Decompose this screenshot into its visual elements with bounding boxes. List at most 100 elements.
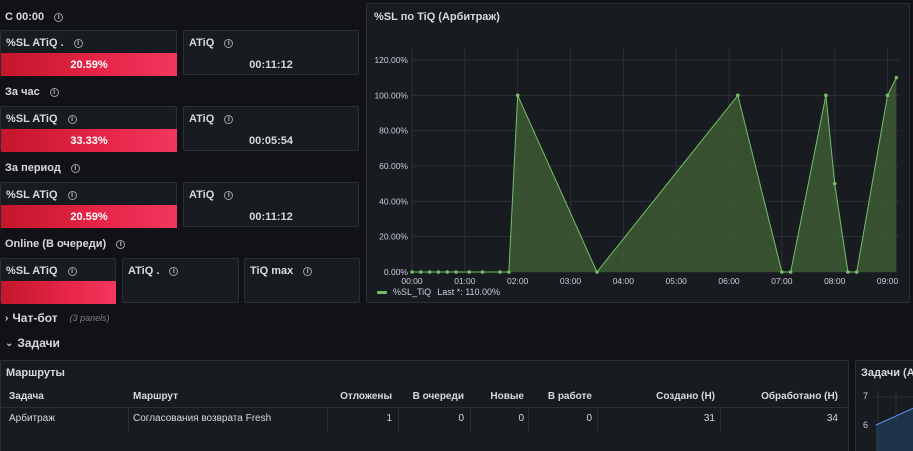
y-tick-label: 20.00% [379,232,408,242]
info-icon[interactable]: i [116,239,126,249]
info-icon[interactable]: i [224,190,234,200]
data-point [467,270,472,274]
row-title-period: За период i [5,162,80,174]
gauge-panel-period[interactable]: %SL ATiQ i 20.59% [0,182,177,228]
routes-table-panel[interactable]: Маршруты Задача Маршрут Отложены В очере… [0,360,850,451]
data-point [736,93,740,98]
column-header[interactable]: Задача [9,391,44,402]
series-area [412,77,897,273]
info-icon[interactable]: i [49,87,59,97]
stat-panel-tiq-max[interactable]: TiQ max i [244,258,360,303]
info-icon[interactable]: i [67,266,77,276]
info-icon[interactable]: i [224,114,234,124]
column-header[interactable]: Создано (Н) [656,391,715,402]
column-header[interactable]: В очереди [412,391,464,402]
info-icon[interactable]: i [73,38,83,48]
area-chart: 0.00% 20.00% 40.00% 60.00% 80.00% 100.00% 120.… [374,48,899,286]
data-point [788,270,793,274]
panel-title: Маршруты [6,367,65,379]
section-title: Задачи [17,336,60,350]
data-point [854,270,859,274]
section-tasks[interactable]: ⌄ Задачи [5,336,60,350]
info-icon[interactable]: i [224,38,234,48]
gauge-bar: 20.59% [1,205,177,228]
data-point [427,270,432,274]
y-tick-label: 40.00% [379,196,408,206]
info-icon[interactable]: i [54,12,64,22]
x-tick-label: 05:00 [666,276,688,286]
gauge-panel-today[interactable]: %SL ATiQ .i 20.59% [0,30,177,76]
data-point [832,181,837,186]
chart-legend[interactable]: %SL_TiQ Last *: 110.00% [377,287,500,297]
chevron-down-icon: ⌄ [5,337,14,349]
y-tick-label: 80.00% [379,126,408,136]
legend-last-value: Last *: 110.00% [437,287,501,297]
y-tick-label: 100.00% [374,90,408,100]
y-tick-label: 6 [863,420,869,430]
data-point [885,93,890,98]
area-fill [876,408,913,451]
info-icon[interactable]: i [169,266,179,276]
data-point [419,270,423,274]
info-icon[interactable]: i [70,163,80,173]
stat-value: 00:11:12 [249,59,293,71]
gauge-bar [1,281,116,304]
stat-value: 00:11:12 [249,211,293,223]
gauge-value: 33.33% [70,134,108,147]
x-tick-label: 04:00 [613,276,635,286]
panel-title: Задачи (Ар [861,367,913,379]
panel-title: %SL ATiQ i [6,265,77,277]
stat-panel-atiq-hour[interactable]: ATiQ i 00:05:54 [183,106,359,151]
column-header[interactable]: В работе [547,391,592,402]
gauge-bar: 20.59% [1,53,177,76]
panel-title: ATiQ i [189,113,234,125]
row-title-hour: За час i [5,86,59,98]
column-header[interactable]: Отложены [340,391,392,402]
data-point [480,270,485,274]
stat-panel-atiq-online[interactable]: ATiQ .i [122,258,239,303]
tasks-chart-panel[interactable]: Задачи (Ар 7 6 [855,360,913,451]
chart-panel[interactable]: %SL по TiQ (Арбитраж) 0.00% 20.00% 40.00% 6… [366,3,910,303]
gauge-value: 20.59% [70,210,108,223]
info-icon[interactable]: i [67,190,77,200]
x-tick-label: 08:00 [824,276,846,286]
divider [528,407,529,431]
gauge-panel-online[interactable]: %SL ATiQ i [0,258,116,304]
column-header[interactable]: Маршрут [133,391,179,402]
data-point [445,270,450,274]
x-tick-label: 09:00 [877,276,899,286]
table-cell: 31 [703,413,715,424]
column-header[interactable]: Обработано (Н) [761,391,838,402]
data-point [846,270,850,274]
x-tick-label: 07:00 [771,276,793,286]
data-point [515,93,520,98]
row-title-label: За период [5,162,61,174]
table-cell: 0 [458,413,464,424]
info-icon[interactable]: i [303,266,313,276]
stat-panel-atiq-period[interactable]: ATiQ i 00:11:12 [183,182,359,227]
stat-panel-atiq-today[interactable]: ATiQ i 00:11:12 [183,30,359,75]
info-icon[interactable]: i [67,114,77,124]
gauge-panel-hour[interactable]: %SL ATiQ i 33.33% [0,106,177,152]
row-title-label: За час [5,86,40,98]
table-cell: Арбитраж [9,413,55,424]
x-tick-label: 03:00 [560,276,582,286]
panel-title: ATiQ .i [128,265,179,277]
divider [597,407,598,431]
panel-title: %SL ATiQ .i [6,37,83,49]
y-tick-label: 120.00% [374,55,408,65]
divider [720,407,721,431]
legend-swatch [377,290,387,294]
divider [398,407,399,431]
column-header[interactable]: Новые [490,391,524,402]
divider [128,407,129,431]
x-tick-label: 06:00 [718,276,740,286]
row-title-online: Online (В очереди) i [5,238,126,250]
data-point [454,270,458,274]
legend-series-name: %SL_TiQ [393,287,432,297]
data-point [410,270,414,274]
section-chat-bot[interactable]: › Чат-бот (3 panels) [5,311,110,325]
row-title-today: С 00:00 i [5,11,64,23]
panel-title: %SL ATiQ i [6,113,77,125]
data-point [498,270,502,274]
